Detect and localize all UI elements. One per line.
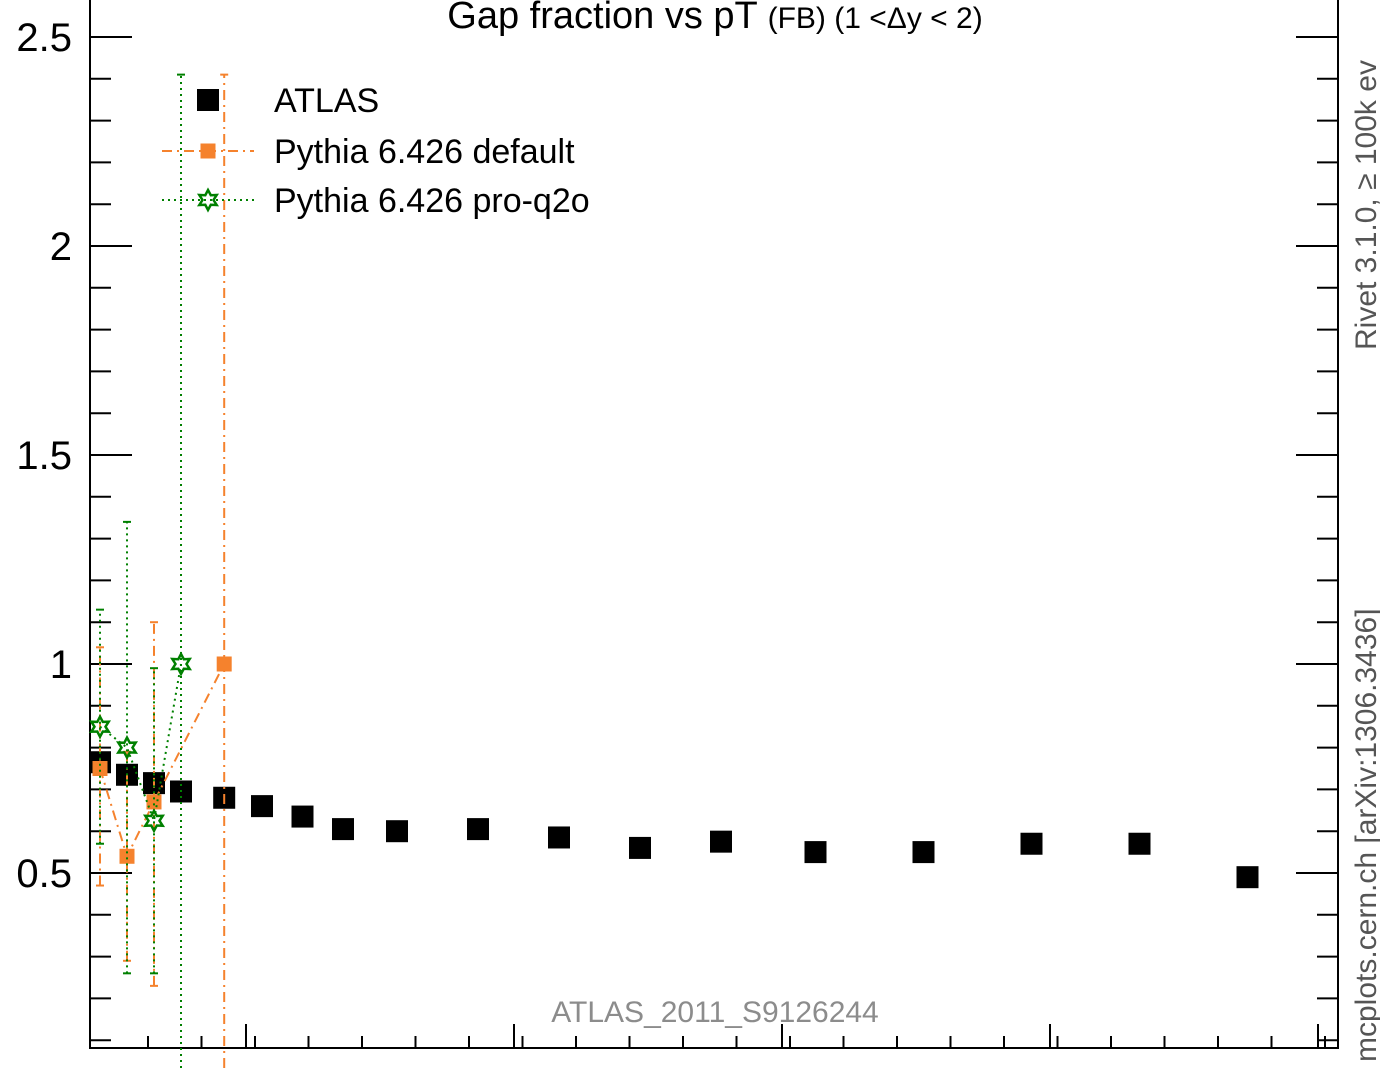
legend-label: Pythia 6.426 default	[274, 133, 575, 171]
legend-marker	[200, 143, 216, 159]
data-point	[142, 808, 166, 834]
chart-title-range: (1 <Δy < 2)	[834, 2, 982, 35]
chart-axes: 0.5 1 1.5 2 2.5	[16, 0, 1339, 1049]
series-line	[99, 663, 226, 859]
chart-title-main: Gap fraction vs pT	[447, 0, 767, 37]
data-point	[1020, 832, 1043, 855]
series-line	[99, 663, 182, 825]
chart-title: Gap fraction vs pT (FB) (1 <Δy < 2)	[447, 0, 982, 37]
data-point	[804, 841, 827, 864]
data-point	[386, 820, 408, 843]
data-point	[332, 818, 354, 841]
data-point	[146, 794, 162, 810]
data-point	[88, 714, 112, 740]
data-point	[1128, 832, 1151, 855]
data-point	[291, 805, 314, 828]
data-point	[548, 826, 570, 849]
legend-marker	[196, 187, 220, 213]
series-2	[88, 73, 193, 1068]
legend-label: ATLAS	[274, 82, 379, 120]
side-label-rivet: Rivet 3.1.0, ≥ 100k ev	[1350, 60, 1380, 350]
data-point	[912, 841, 935, 864]
y-tick-label: 0.5	[16, 852, 72, 896]
data-point	[629, 836, 651, 859]
chart-series	[88, 73, 1259, 1068]
side-label-source: mcplots.cern.ch [arXiv:1306.3436]	[1350, 608, 1380, 1062]
plot-frame	[89, 0, 1339, 1049]
data-point	[467, 818, 489, 841]
y-tick-label: 1	[50, 643, 72, 687]
data-point	[1236, 866, 1259, 889]
legend-label: Pythia 6.426 pro-q2o	[274, 182, 590, 220]
data-point	[216, 656, 232, 672]
chart-labels: Gap fraction vs pT (FB) (1 <Δy < 2) ATLAS…	[447, 0, 1380, 1062]
data-point	[710, 830, 732, 853]
chart-legend: ATLAS Pythia 6.426 default Pythia 6.426 pr…	[162, 82, 590, 220]
y-tick-label: 1.5	[16, 434, 72, 478]
legend-marker	[197, 89, 219, 111]
y-tick-label: 2	[50, 225, 72, 269]
data-point	[115, 734, 139, 761]
chart-title-sub: (FB)	[768, 2, 835, 35]
series-1	[92, 73, 232, 1068]
analysis-watermark: ATLAS_2011_S9126244	[551, 996, 879, 1029]
y-tick-label: 2.5	[16, 16, 72, 60]
data-point	[119, 848, 135, 864]
data-point	[251, 795, 273, 818]
series-0	[89, 751, 1259, 889]
data-point	[169, 651, 193, 677]
data-point	[92, 761, 108, 776]
